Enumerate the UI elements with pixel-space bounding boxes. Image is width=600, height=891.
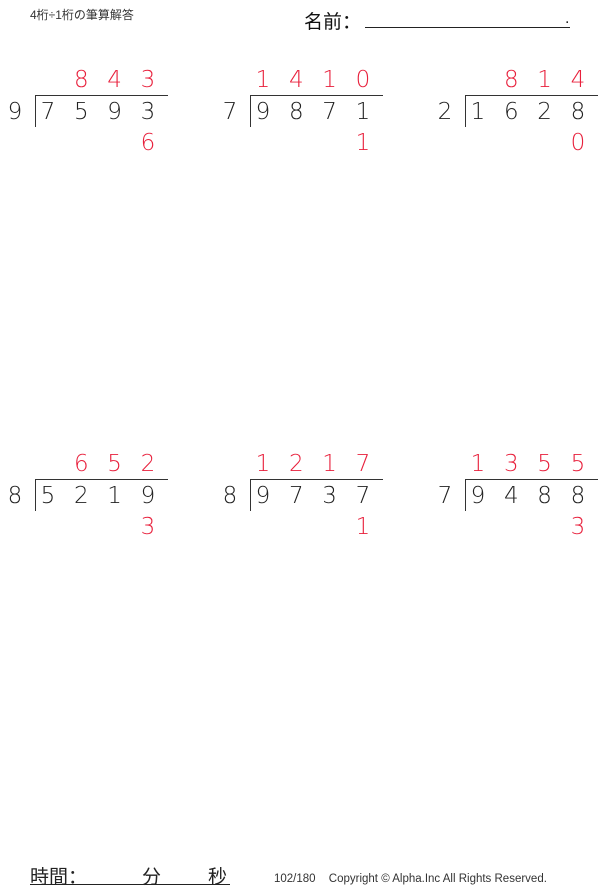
division-bracket bbox=[465, 95, 466, 127]
dividend-digit: 8 bbox=[537, 483, 552, 509]
dividend-digit: 7 bbox=[355, 483, 371, 509]
dividend-digit: 3 bbox=[140, 99, 156, 125]
remainder: 1 bbox=[355, 130, 371, 156]
copyright: Copyright © Alpha.Inc All Rights Reserve… bbox=[328, 873, 547, 885]
dividend-digit: 1 bbox=[470, 99, 486, 125]
remainder: 6 bbox=[140, 130, 156, 156]
remainder: 3 bbox=[140, 514, 156, 540]
dividend-digit: 5 bbox=[40, 483, 56, 509]
division-bar bbox=[35, 95, 168, 96]
divisor: 9 bbox=[7, 99, 23, 125]
dividend-digit: 8 bbox=[570, 99, 586, 125]
dividend-digit: 5 bbox=[73, 99, 89, 125]
division-bracket bbox=[250, 479, 251, 511]
division-bar bbox=[465, 479, 598, 480]
division-bar bbox=[250, 479, 383, 480]
quotient-digit: 6 bbox=[73, 451, 89, 477]
dividend-digit: 9 bbox=[255, 99, 271, 125]
dividend-digit: 6 bbox=[503, 99, 519, 125]
quotient-digit: 3 bbox=[140, 67, 156, 93]
dividend-digit: 7 bbox=[40, 99, 56, 125]
time-label: 時間： bbox=[30, 867, 88, 888]
dividend-digit: 1 bbox=[107, 483, 122, 509]
quotient-digit: 0 bbox=[355, 67, 371, 93]
remainder: 3 bbox=[570, 514, 586, 540]
quotient-digit: 1 bbox=[322, 67, 337, 93]
name-end-dot: . bbox=[565, 10, 570, 27]
dividend-digit: 4 bbox=[503, 483, 519, 509]
division-bracket bbox=[35, 95, 36, 127]
division-bracket bbox=[465, 479, 466, 511]
dividend-digit: 9 bbox=[140, 483, 156, 509]
divisor: 8 bbox=[7, 483, 23, 509]
dividend-digit: 8 bbox=[288, 99, 304, 125]
footer-info: 102/180 Copyright © Alpha.Inc All Rights… bbox=[274, 873, 557, 885]
name-field-line bbox=[365, 27, 570, 28]
dividend-digit: 9 bbox=[255, 483, 271, 509]
divisor: 2 bbox=[437, 99, 453, 125]
quotient-digit: 1 bbox=[470, 451, 486, 477]
division-bar bbox=[35, 479, 168, 480]
quotient-digit: 1 bbox=[537, 67, 552, 93]
dividend-digit: 7 bbox=[288, 483, 304, 509]
worksheet-title: 4桁÷1桁の筆算解答 bbox=[30, 8, 134, 22]
divisor: 7 bbox=[437, 483, 453, 509]
quotient-digit: 4 bbox=[570, 67, 586, 93]
remainder: 1 bbox=[355, 514, 371, 540]
quotient-digit: 8 bbox=[73, 67, 89, 93]
division-bracket bbox=[250, 95, 251, 127]
dividend-digit: 2 bbox=[73, 483, 89, 509]
quotient-digit: 5 bbox=[537, 451, 552, 477]
quotient-digit: 4 bbox=[288, 67, 304, 93]
division-bracket bbox=[35, 479, 36, 511]
seconds-label: 秒 bbox=[208, 867, 228, 888]
quotient-digit: 2 bbox=[288, 451, 304, 477]
dividend-digit: 1 bbox=[355, 99, 371, 125]
quotient-digit: 1 bbox=[255, 451, 271, 477]
dividend-digit: 7 bbox=[322, 99, 337, 125]
quotient-digit: 7 bbox=[355, 451, 371, 477]
quotient-digit: 1 bbox=[322, 451, 337, 477]
page-number: 102/180 bbox=[274, 873, 316, 885]
name-label: 名前： bbox=[304, 12, 362, 33]
quotient-digit: 4 bbox=[107, 67, 122, 93]
quotient-digit: 5 bbox=[570, 451, 586, 477]
remainder: 0 bbox=[570, 130, 586, 156]
division-bar bbox=[250, 95, 383, 96]
quotient-digit: 1 bbox=[255, 67, 271, 93]
dividend-digit: 3 bbox=[322, 483, 337, 509]
divisor: 7 bbox=[222, 99, 238, 125]
quotient-digit: 2 bbox=[140, 451, 156, 477]
divisor: 8 bbox=[222, 483, 238, 509]
quotient-digit: 3 bbox=[503, 451, 519, 477]
time-field: 時間： 分 秒 bbox=[30, 862, 230, 888]
division-bar bbox=[465, 95, 598, 96]
dividend-digit: 9 bbox=[470, 483, 486, 509]
dividend-digit: 2 bbox=[537, 99, 552, 125]
dividend-digit: 9 bbox=[107, 99, 122, 125]
quotient-digit: 5 bbox=[107, 451, 122, 477]
minutes-label: 分 bbox=[142, 867, 162, 888]
dividend-digit: 8 bbox=[570, 483, 586, 509]
quotient-digit: 8 bbox=[503, 67, 519, 93]
